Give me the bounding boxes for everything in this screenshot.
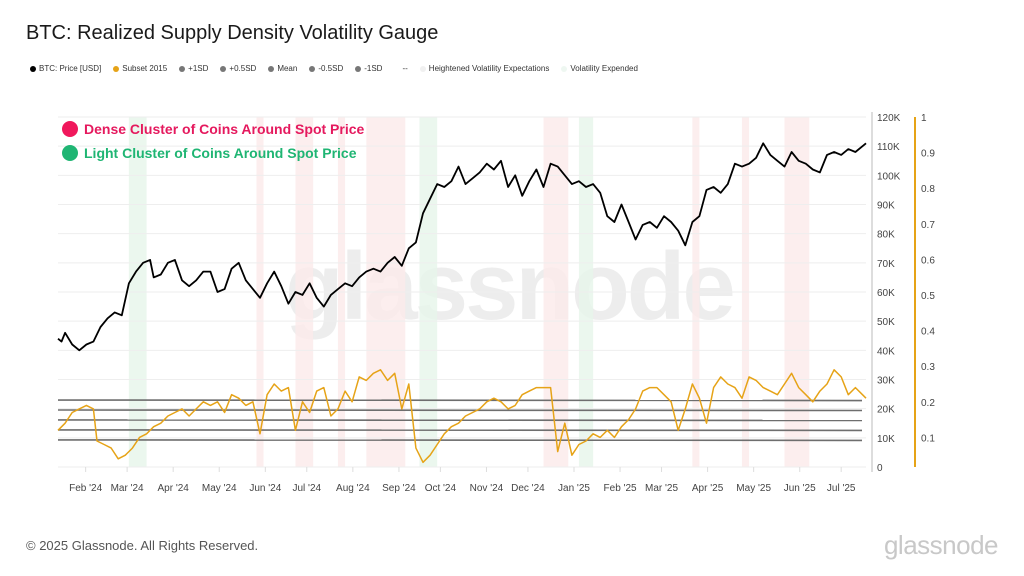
x-tick-label: Nov '24 [470,483,504,494]
x-tick-label: Sep '24 [382,483,416,494]
x-tick-label: Jul '25 [827,483,856,494]
sd-line-1SD [57,439,863,442]
y-left-tick-label: 110K [877,142,900,153]
y-right-tick-label: 0.9 [921,149,935,160]
y-right-tick-label: 0.8 [921,184,935,195]
x-tick-label: Jan '25 [558,483,590,494]
legend-item-volatility-expended[interactable]: Volatility Expended [561,64,638,73]
legend-label: Volatility Expended [570,64,638,73]
legend-dot [268,65,275,72]
legend-item-minus-0-5sd[interactable]: -0.5SD [309,64,343,73]
y-right-tick-label: 0.1 [921,433,935,444]
y-left-tick-label: 30K [877,376,895,387]
legend-dot [355,65,362,72]
legend-label: Heightened Volatility Expectations [428,64,550,73]
y-right-tick-label: 0.3 [921,362,935,373]
x-tick-label: Oct '24 [425,483,457,494]
sd-line-05SD [57,409,863,412]
green-dot-icon [62,145,78,161]
y-left-tick-label: 0 [877,463,883,474]
legend-item-price[interactable]: BTC: Price [USD] [30,64,101,73]
x-tick-label: Mar '24 [111,483,144,494]
x-tick-label: Apr '24 [157,483,189,494]
legend-dot [561,65,568,72]
y-right-tick-label: 0.2 [921,398,935,409]
x-tick-label: Jun '24 [249,483,281,494]
x-tick-label: Jul '24 [292,483,321,494]
legend-dot [113,65,120,72]
brand-logo: glassnode [883,530,999,560]
x-tick-label: Mar '25 [645,483,678,494]
price-line [57,142,867,352]
x-tick-label: May '24 [202,483,237,494]
y-left-tick-label: 80K [877,230,895,241]
chart-title: BTC: Realized Supply Density Volatility … [26,22,439,44]
legend-label: Subset 2015 [122,64,168,73]
legend-item-minus-1sd[interactable]: -1SD [355,64,382,73]
legend-dot [179,65,186,72]
y-right-tick-label: 0.4 [921,327,935,338]
annotation-dense-label: Dense Cluster of Coins Around Spot Price [84,121,365,137]
y-right-tick-label: 0.7 [921,220,935,231]
x-tick-label: Dec '24 [511,483,545,494]
x-tick-label: Feb '25 [604,483,637,494]
y-left-tick-label: 120K [877,113,901,124]
legend-dot [220,65,227,72]
y-left-tick-label: 20K [877,405,895,416]
legend-item-heightened-volatility[interactable]: Heightened Volatility Expectations [419,64,550,73]
legend-dot [419,65,426,72]
x-tick-label: Jun '25 [784,483,816,494]
legend-item-mean[interactable]: Mean [268,64,297,73]
chart-legend: BTC: Price [USD] Subset 2015 +1SD +0.5SD… [30,64,638,73]
legend-item-plus-0-5sd[interactable]: +0.5SD [220,64,256,73]
legend-item-subset-2015[interactable]: Subset 2015 [113,64,167,73]
y-left-tick-label: 50K [877,317,895,328]
copyright: © 2025 Glassnode. All Rights Reserved. [26,538,259,553]
legend-label: -1SD [364,64,383,73]
x-tick-label: May '25 [736,483,771,494]
series-lines [57,142,867,464]
legend-label: +1SD [188,64,209,73]
legend-dot [309,65,316,72]
red-dot-icon [62,121,78,137]
y-left-tick-label: 70K [877,259,895,270]
sd-band-lines [57,399,863,442]
legend-item-plus-1sd[interactable]: +1SD [179,64,208,73]
axes: 0 10K 20K 30K 40K 50K 60K 70K 80K 90K 100K 110K 120K… [69,112,935,494]
legend-label: BTC: Price [USD] [39,64,102,73]
y-left-tick-label: 40K [877,346,895,357]
annotation-light: Light Cluster of Coins Around Spot Price [62,145,356,161]
annotation-light-label: Light Cluster of Coins Around Spot Price [84,145,357,161]
y-left-tick-label: 60K [877,288,895,299]
y-right-tick-label: 0.5 [921,291,935,302]
annotation-dense: Dense Cluster of Coins Around Spot Price [62,121,364,137]
legend-dot [30,65,36,72]
legend-label: +0.5SD [229,64,257,73]
sd-line-Mean [57,419,863,422]
legend-label: -0.5SD [318,64,344,73]
sd-line-1SD [57,399,863,402]
y-left-tick-label: 90K [877,201,895,212]
y-right-tick-label: 1 [921,113,927,124]
y-right-tick-label: 0.6 [921,255,935,266]
x-tick-label: Aug '24 [336,483,370,494]
legend-label: Mean [277,64,298,73]
y-left-tick-label: 100K [877,171,901,182]
x-tick-label: Apr '25 [692,483,724,494]
y-left-tick-label: 10K [877,434,895,445]
subset-2015-line [57,369,867,464]
legend-item-dashes[interactable]: -- [402,64,407,73]
legend-label: -- [402,64,408,73]
sd-line-05SD [57,429,863,432]
x-tick-label: Feb '24 [69,483,102,494]
